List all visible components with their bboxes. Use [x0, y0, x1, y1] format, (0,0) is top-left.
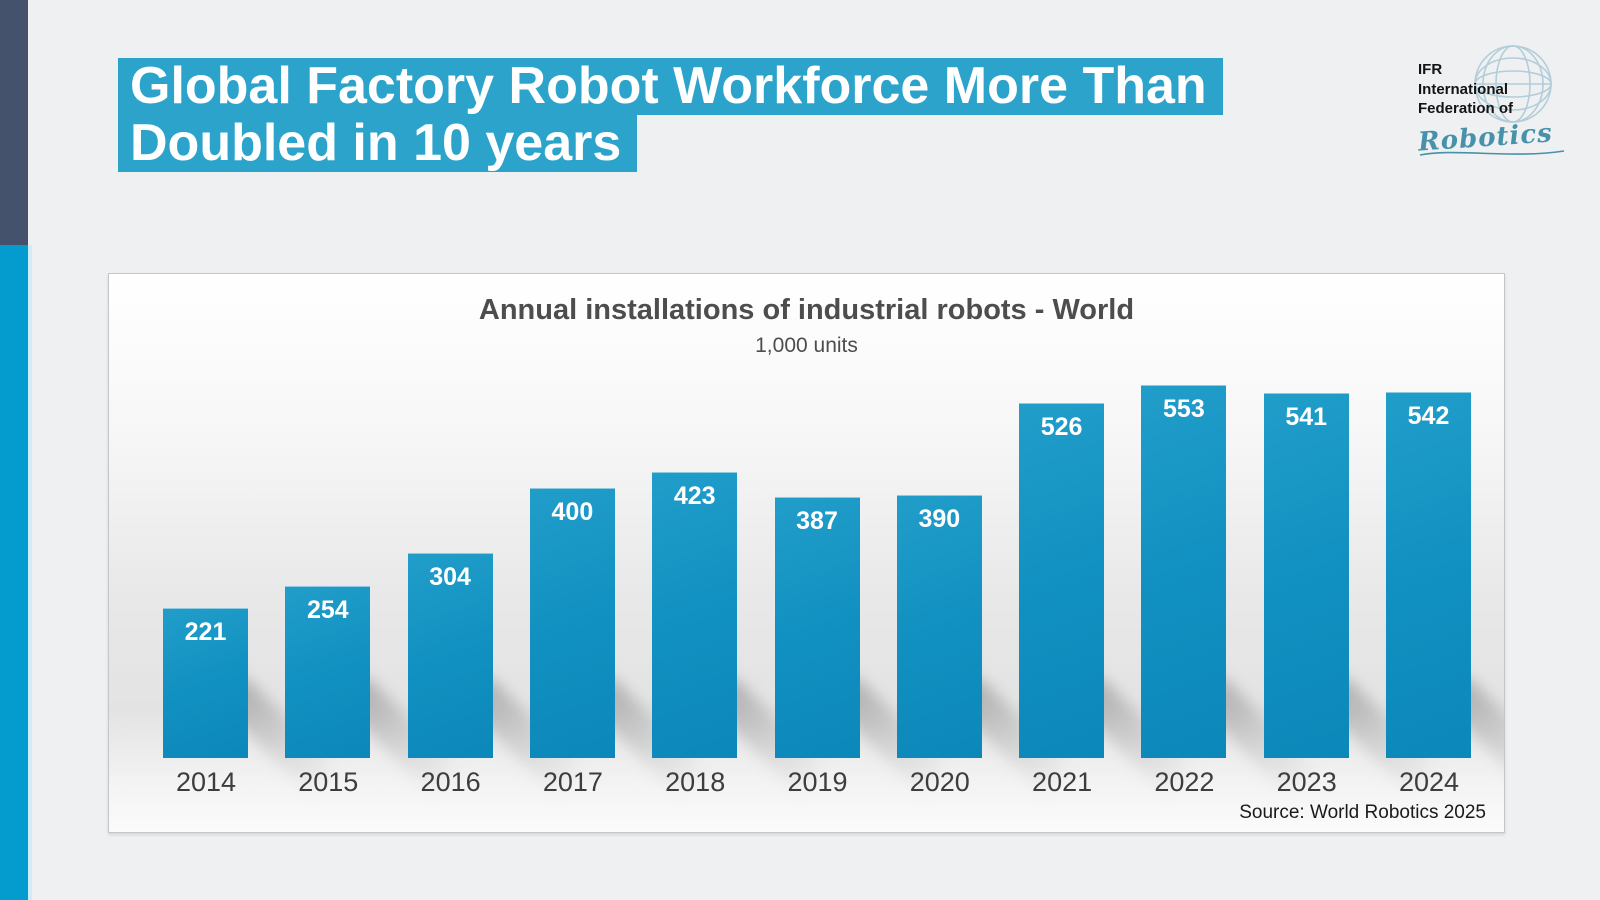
bar-slot-2022: 553	[1141, 385, 1316, 795]
x-axis-label-2020: 2020	[909, 767, 970, 797]
bar-value-label: 541	[1285, 403, 1328, 431]
bar-value-label: 553	[1163, 395, 1205, 423]
bar-2019: 387	[774, 497, 860, 758]
chart-subtitle: 1,000 units	[755, 334, 858, 357]
x-axis-label-2022: 2022	[1154, 767, 1215, 797]
bar-slot-2016: 304	[407, 553, 582, 795]
x-axis-label-2016: 2016	[420, 767, 481, 797]
accent-stripe-dark	[0, 0, 28, 245]
bar-slot-2021: 526	[1019, 403, 1193, 795]
bar-slot-2020: 390	[896, 495, 1071, 795]
x-axis-label-2017: 2017	[542, 767, 603, 797]
x-axis-label-2021: 2021	[1032, 767, 1093, 797]
bar-slot-2018: 423	[652, 472, 826, 795]
bar-2023: 541	[1263, 393, 1349, 758]
source-note: Source: World Robotics 2025	[1239, 802, 1486, 823]
ifr-logo-text: IFR International Federation of	[1418, 50, 1593, 119]
bar-2014: 221	[163, 608, 248, 758]
ifr-logo-line3: Federation of	[1418, 100, 1514, 117]
x-axis-label-2019: 2019	[787, 767, 848, 797]
bar-value-label: 423	[673, 482, 716, 510]
bar-2015: 254	[285, 586, 371, 758]
ifr-logo-line2: International	[1418, 80, 1509, 98]
bar-value-label: 254	[306, 596, 349, 624]
bar-value-label: 390	[918, 505, 961, 533]
plot-area: 221 254 304 400 423 387 390 526 553 541 542	[163, 274, 1504, 795]
ifr-logo-swash	[1419, 150, 1565, 156]
bar-value-label: 542	[1407, 402, 1450, 430]
bar-value-label: 387	[796, 507, 838, 535]
ifr-logo-line1: IFR	[1418, 61, 1443, 78]
bar-slot-2014: 221	[163, 608, 337, 795]
x-axis-label-2014: 2014	[175, 767, 237, 797]
bar-2024: 542	[1386, 392, 1471, 758]
page-title: Global Factory Robot Workforce More Than…	[118, 58, 1223, 172]
bar-slot-2015: 254	[285, 586, 460, 795]
bar-2016: 304	[407, 553, 493, 758]
x-axis-label-2024: 2024	[1398, 767, 1460, 797]
x-axis-label-2018: 2018	[665, 767, 726, 797]
bar-2022: 553	[1141, 385, 1227, 758]
bar-2017: 400	[529, 488, 615, 758]
bar-2020: 390	[896, 495, 982, 758]
bar-2021: 526	[1019, 403, 1105, 758]
bar-slot-2023: 541	[1263, 393, 1438, 795]
page-title-line1: Global Factory Robot Workforce More Than	[118, 58, 1223, 115]
globe-icon	[1474, 45, 1552, 123]
page-title-line2: Doubled in 10 years	[118, 115, 638, 172]
chart-title: Annual installations of industrial robot…	[478, 294, 1135, 326]
bar-value-label: 221	[184, 618, 227, 646]
bar-2018: 423	[652, 472, 738, 758]
bar-slot-2024: 542	[1386, 392, 1504, 795]
bar-value-label: 400	[551, 498, 594, 526]
chart-panel: Annual installations of industrial robot…	[108, 273, 1505, 833]
bar-value-label: 526	[1040, 413, 1083, 441]
accent-stripe-cyan	[0, 245, 28, 900]
bar-slot-2019: 387	[774, 497, 949, 795]
x-axis-label-2023: 2023	[1276, 767, 1337, 797]
bar-value-label: 304	[429, 563, 471, 591]
bar-slot-2017: 400	[529, 488, 704, 795]
x-axis-label-2015: 2015	[298, 767, 359, 797]
accent-stripe-edge	[28, 245, 32, 900]
ifr-logo: IFR International Federation of Robotics	[1417, 45, 1593, 185]
